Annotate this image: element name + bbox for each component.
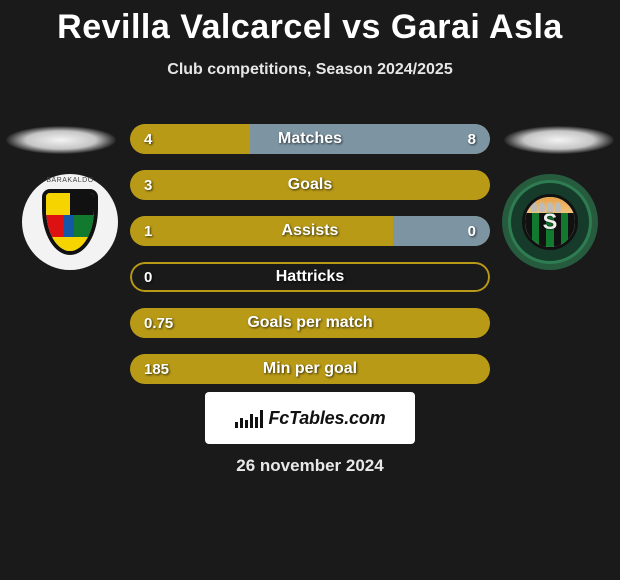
crest-right-letter: S: [543, 209, 558, 235]
stat-row-value-left: 3: [130, 170, 166, 200]
stat-row: Hattricks0: [130, 262, 490, 292]
brand-text: FcTables.com: [269, 408, 386, 429]
shadow-ellipse-left-icon: [6, 126, 116, 154]
stat-row-value-left: 4: [130, 124, 166, 154]
brand-bar: [245, 420, 248, 428]
stat-row-label: Matches: [130, 124, 490, 154]
stat-row-value-left: 0.75: [130, 308, 187, 338]
crest-right-icon: S: [502, 174, 598, 270]
crest-left-icon: BARAKALDO: [22, 174, 118, 270]
page-subtitle: Club competitions, Season 2024/2025: [0, 61, 620, 79]
brand-bar: [250, 414, 253, 428]
stat-row: Min per goal185: [130, 354, 490, 384]
brand-bar: [255, 417, 258, 428]
stat-row-value-right: 0: [454, 216, 490, 246]
brand-bar: [260, 410, 263, 428]
stat-row-label: Assists: [130, 216, 490, 246]
stat-row: Assists1 0: [130, 216, 490, 246]
brand-box: FcTables.com: [205, 392, 415, 444]
stat-row-value-left: 185: [130, 354, 183, 384]
stat-row: Matches4 8: [130, 124, 490, 154]
stat-row: Goals3: [130, 170, 490, 200]
stat-row-label: Hattricks: [130, 262, 490, 292]
crest-left-arc-text: BARAKALDO: [22, 177, 118, 184]
brand-bars-icon: [235, 408, 263, 428]
stat-row-label: Min per goal: [130, 354, 490, 384]
stat-row-value-left: 1: [130, 216, 166, 246]
stat-row-value-right: 8: [454, 124, 490, 154]
shadow-ellipse-right-icon: [504, 126, 614, 154]
stat-row: Goals per match0.75: [130, 308, 490, 338]
brand-bar: [240, 418, 243, 428]
stat-rows-container: Matches48Goals3Assists10Hattricks0Goals …: [130, 124, 490, 400]
stat-row-value-left: 0: [130, 262, 166, 292]
stat-row-label: Goals: [130, 170, 490, 200]
page-title: Revilla Valcarcel vs Garai Asla: [0, 0, 620, 47]
page-date: 26 november 2024: [0, 456, 620, 476]
crest-left-shield-icon: [42, 189, 98, 255]
brand-bar: [235, 422, 238, 428]
